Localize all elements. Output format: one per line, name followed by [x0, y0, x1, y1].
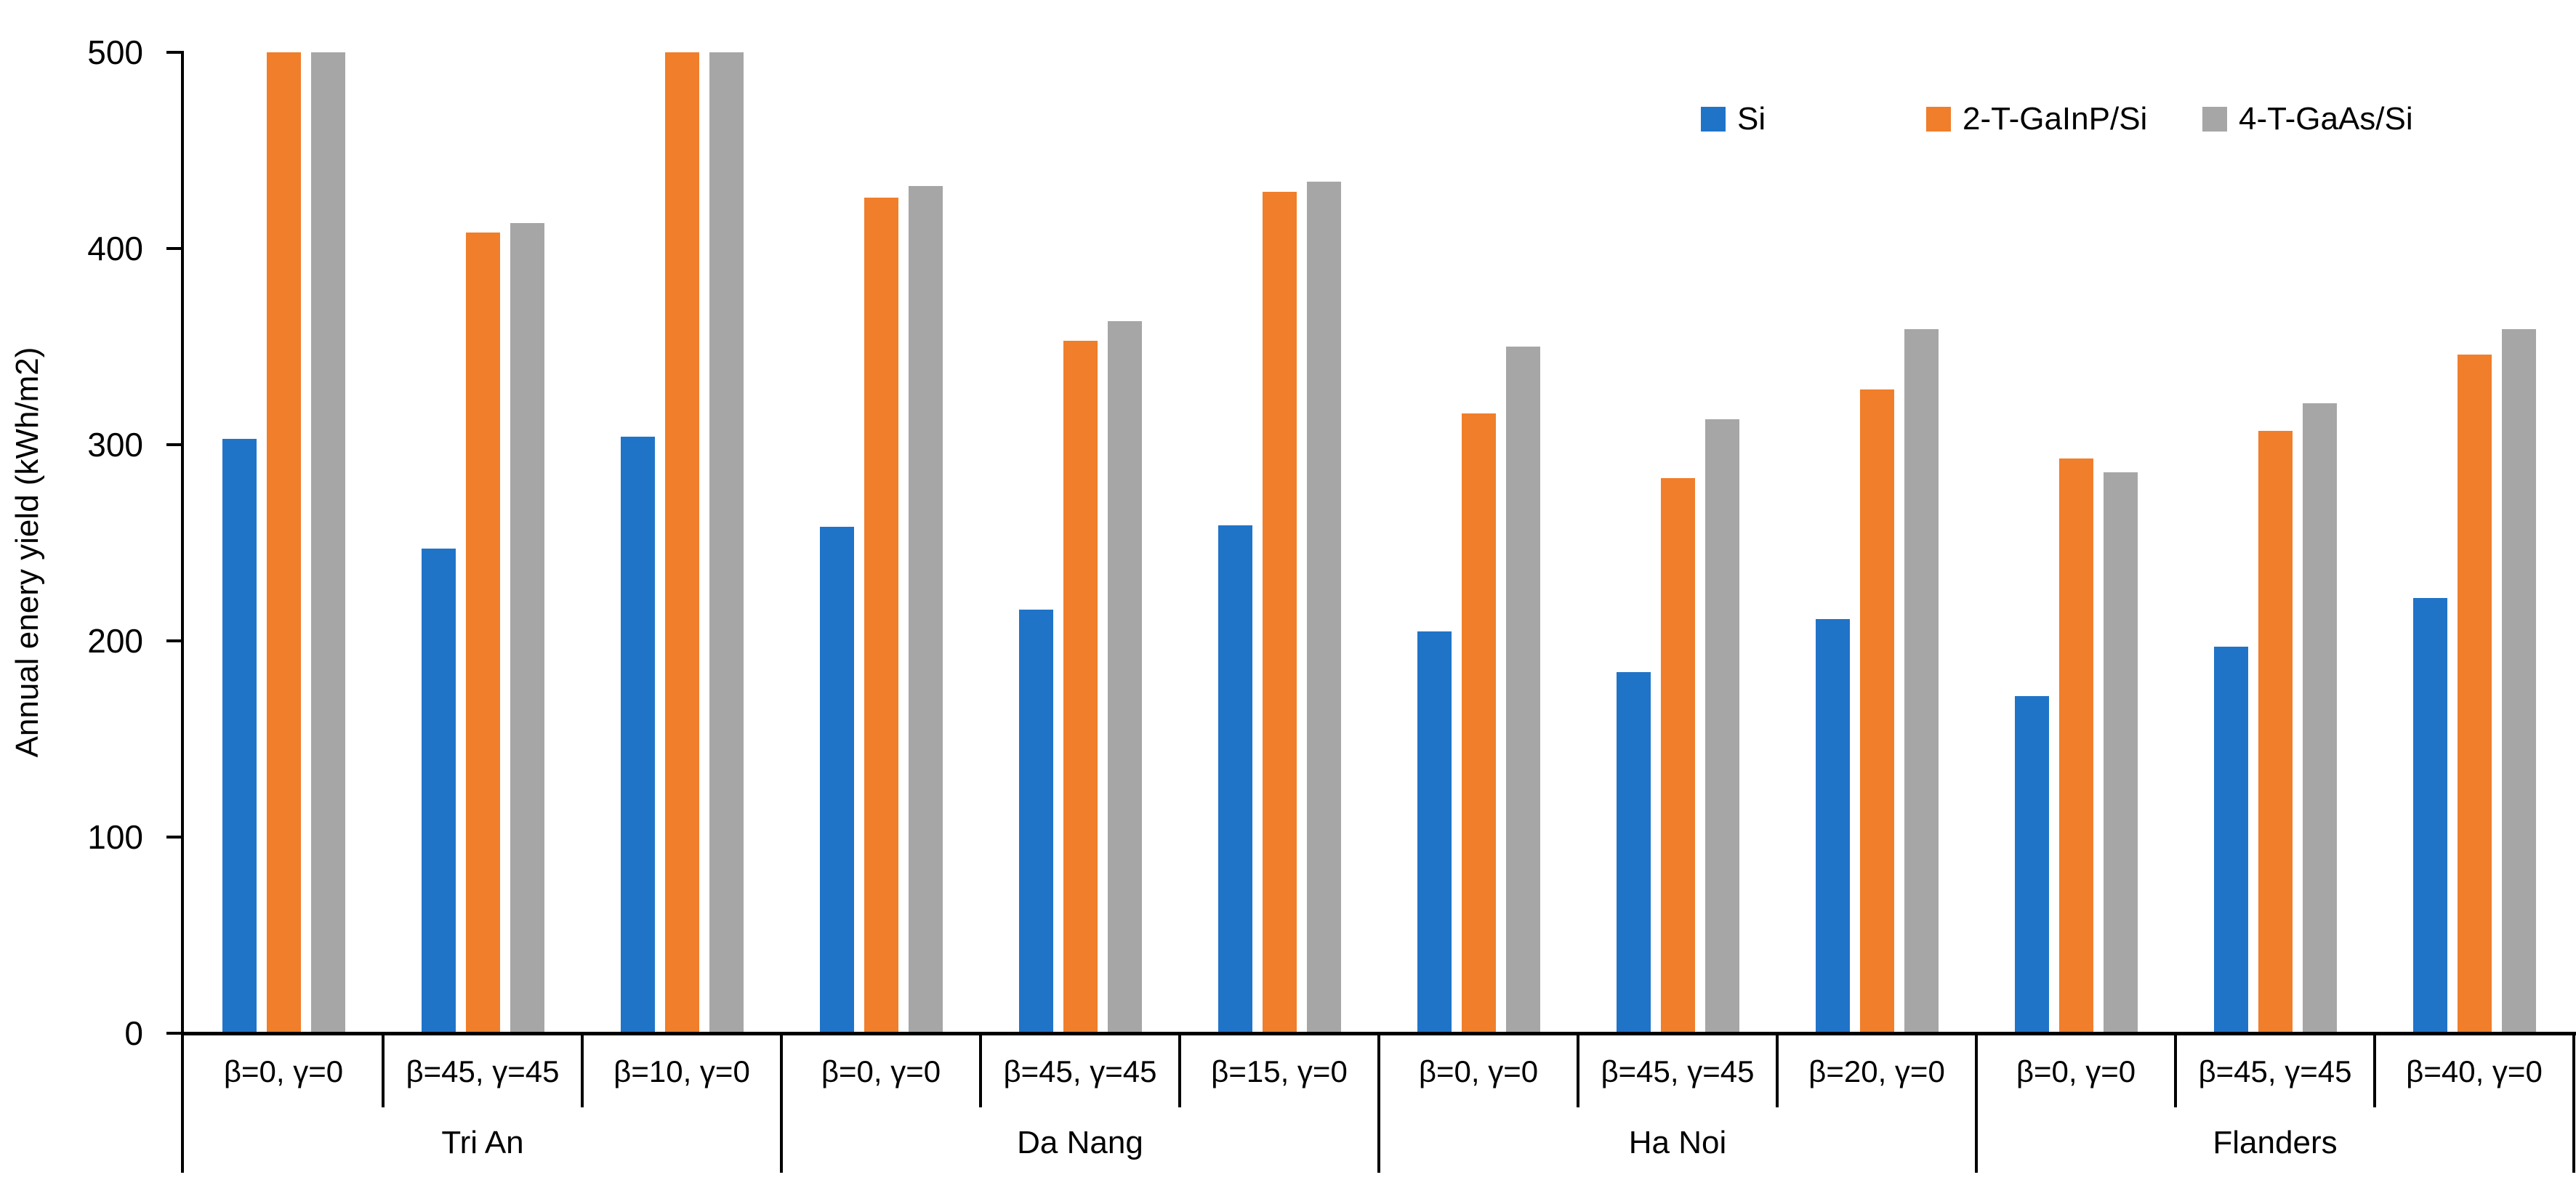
group-label: Da Nang — [1017, 1125, 1143, 1160]
legend-item: Si — [1701, 94, 1766, 144]
bar-Si — [2213, 647, 2248, 1033]
category-divider — [979, 1033, 982, 1107]
y-axis-title: Annual enery yield (kWh/m2) — [9, 347, 45, 758]
bar-4-T-GaAs/Si — [2501, 328, 2536, 1033]
bar-4-T-GaAs/Si — [1107, 320, 1142, 1033]
y-tick-label: 0 — [124, 1014, 143, 1052]
group-divider — [2572, 1033, 2575, 1173]
bar-2-T-GaInP/Si — [2058, 458, 2093, 1033]
bar-2-T-GaInP/Si — [2457, 354, 2492, 1033]
group-divider — [780, 1033, 783, 1173]
bar-2-T-GaInP/Si — [1859, 389, 1894, 1033]
bar-4-T-GaAs/Si — [1704, 419, 1739, 1033]
bar-Si — [421, 549, 456, 1033]
y-tick-mark — [166, 443, 184, 446]
y-tick-mark — [166, 1032, 184, 1035]
category-label: β=45, γ=45 — [2198, 1054, 2352, 1088]
legend-swatch-icon — [1701, 107, 1726, 132]
category-label: β=45, γ=45 — [406, 1054, 560, 1088]
legend-item: 2-T-GaInP/Si — [1926, 94, 2147, 144]
bar-Si — [1417, 631, 1452, 1033]
bar-4-T-GaAs/Si — [510, 222, 544, 1033]
category-label: β=10, γ=0 — [613, 1054, 750, 1088]
bar-2-T-GaInP/Si — [1262, 191, 1297, 1033]
bar-Si — [2014, 695, 2049, 1033]
legend-label: 4-T-GaAs/Si — [2239, 101, 2413, 137]
y-tick-label: 200 — [87, 622, 143, 660]
group-label: Flanders — [2213, 1125, 2338, 1160]
bar-4-T-GaAs/Si — [1306, 182, 1341, 1033]
group-divider — [1377, 1033, 1380, 1173]
category-divider — [2174, 1033, 2177, 1107]
bar-2-T-GaInP/Si — [1461, 413, 1496, 1033]
legend-item: 4-T-GaAs/Si — [2202, 94, 2413, 144]
y-tick-label: 400 — [87, 230, 143, 267]
y-tick-mark — [166, 51, 184, 54]
bar-4-T-GaAs/Si — [2103, 472, 2138, 1033]
category-label: β=0, γ=0 — [223, 1054, 344, 1088]
bar-2-T-GaInP/Si — [2258, 431, 2293, 1033]
y-tick-mark — [166, 639, 184, 642]
legend-label: 2-T-GaInP/Si — [1963, 101, 2148, 137]
bar-4-T-GaAs/Si — [310, 52, 345, 1033]
bar-2-T-GaInP/Si — [1660, 477, 1695, 1033]
category-divider — [1577, 1033, 1579, 1107]
bar-Si — [1018, 609, 1053, 1033]
bar-4-T-GaAs/Si — [1904, 328, 1939, 1033]
category-label: β=0, γ=0 — [821, 1054, 941, 1088]
category-divider — [1178, 1033, 1181, 1107]
bar-2-T-GaInP/Si — [864, 197, 898, 1033]
bar-Si — [819, 527, 854, 1033]
bar-4-T-GaAs/Si — [1505, 347, 1540, 1033]
y-tick-label: 100 — [87, 818, 143, 856]
category-divider — [1776, 1033, 1779, 1107]
category-label: β=45, γ=45 — [1003, 1054, 1157, 1088]
bar-4-T-GaAs/Si — [709, 52, 744, 1033]
legend-swatch-icon — [2202, 107, 2227, 132]
bar-Si — [1815, 619, 1850, 1033]
bar-2-T-GaInP/Si — [465, 233, 500, 1033]
bar-Si — [222, 438, 257, 1033]
bar-Si — [1616, 672, 1651, 1033]
y-tick-mark — [166, 836, 184, 839]
group-label: Ha Noi — [1628, 1125, 1727, 1160]
legend-label: Si — [1737, 101, 1766, 137]
bar-2-T-GaInP/Si — [266, 52, 301, 1033]
group-divider — [1975, 1033, 1978, 1173]
bar-Si — [620, 437, 655, 1033]
y-axis-line — [181, 51, 184, 1173]
category-divider — [382, 1033, 385, 1107]
bar-Si — [2412, 597, 2447, 1033]
category-divider — [2373, 1033, 2376, 1107]
legend-swatch-icon — [1926, 107, 1951, 132]
bar-4-T-GaAs/Si — [2302, 403, 2337, 1033]
category-label: β=0, γ=0 — [2016, 1054, 2136, 1088]
group-label: Tri An — [441, 1125, 524, 1160]
category-label: β=20, γ=0 — [1808, 1054, 1945, 1088]
category-label: β=45, γ=45 — [1601, 1054, 1755, 1088]
bar-4-T-GaAs/Si — [908, 185, 943, 1033]
bar-2-T-GaInP/Si — [664, 52, 699, 1033]
category-label: β=40, γ=0 — [2406, 1054, 2543, 1088]
y-tick-mark — [166, 247, 184, 250]
y-tick-label: 300 — [87, 426, 143, 464]
bar-Si — [1217, 525, 1252, 1033]
bar-2-T-GaInP/Si — [1063, 340, 1098, 1033]
y-tick-label: 500 — [87, 33, 143, 71]
category-divider — [581, 1033, 584, 1107]
category-label: β=15, γ=0 — [1211, 1054, 1348, 1088]
category-label: β=0, γ=0 — [1418, 1054, 1539, 1088]
